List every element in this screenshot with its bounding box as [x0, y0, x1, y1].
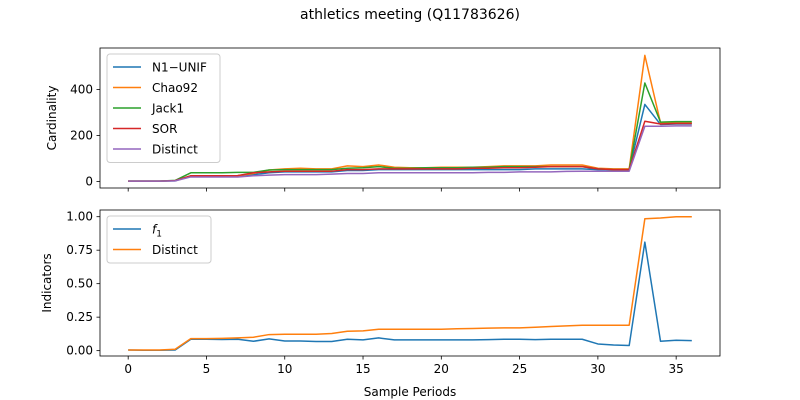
y-axis-label-0: Cardinality — [45, 86, 59, 151]
cardinality-plot: 0 200 400 Cardinality N1−UNIF Chao92 Jack1 SOR D… — [45, 47, 721, 192]
y-tick-label-1-1: 0.25 — [66, 310, 93, 324]
series-line-1-1 — [128, 215, 692, 351]
legend-box-1 — [106, 215, 212, 264]
y-tick-label-1-0: 0.00 — [66, 344, 93, 358]
legend-label-0-2: Jack1 — [151, 102, 184, 116]
y-tick-label-1-2: 0.50 — [66, 277, 93, 291]
legend-label-0-0: N1−UNIF — [152, 61, 207, 75]
x-tick-label-0: 0 — [124, 362, 132, 376]
x-tick-label-6: 30 — [590, 362, 605, 376]
y-axis-label-1: Indicators — [40, 253, 54, 312]
axes-frame-0 — [99, 47, 721, 189]
y-tick-label-0-2: 400 — [70, 82, 93, 96]
legend-label-1-1: Distinct — [152, 243, 198, 257]
y-tick-label-0-1: 200 — [70, 129, 93, 143]
x-axis-label: Sample Periods — [364, 385, 456, 399]
x-tick-label-1: 5 — [203, 362, 211, 376]
chart-title: athletics meeting (Q11783626) — [300, 7, 520, 23]
legend-box-0 — [106, 53, 221, 163]
series-line-0-4 — [128, 125, 692, 182]
legend-label-0-1: Chao92 — [152, 81, 198, 95]
series-line-0-3 — [128, 120, 692, 182]
x-tick-label-3: 15 — [355, 362, 370, 376]
y-tick-label-0-0: 0 — [85, 175, 93, 189]
series-line-1-0 — [128, 241, 692, 351]
legend-label-1-0: f1 — [152, 223, 162, 240]
x-tick-label-7: 35 — [669, 362, 684, 376]
legend-label-0-4: Distinct — [152, 143, 198, 157]
x-tick-label-4: 20 — [434, 362, 449, 376]
x-tick-label-2: 10 — [277, 362, 292, 376]
y-tick-label-1-4: 1.00 — [66, 210, 93, 224]
indicators-plot: 0 5 10 15 20 25 30 35 0.00 0.25 0.50 0.75 1.00 Indica… — [40, 209, 721, 399]
legend-label-0-3: SOR — [152, 122, 177, 136]
y-tick-label-1-3: 0.75 — [66, 243, 93, 257]
axes-frame-1 — [99, 209, 721, 357]
x-tick-label-5: 25 — [512, 362, 527, 376]
